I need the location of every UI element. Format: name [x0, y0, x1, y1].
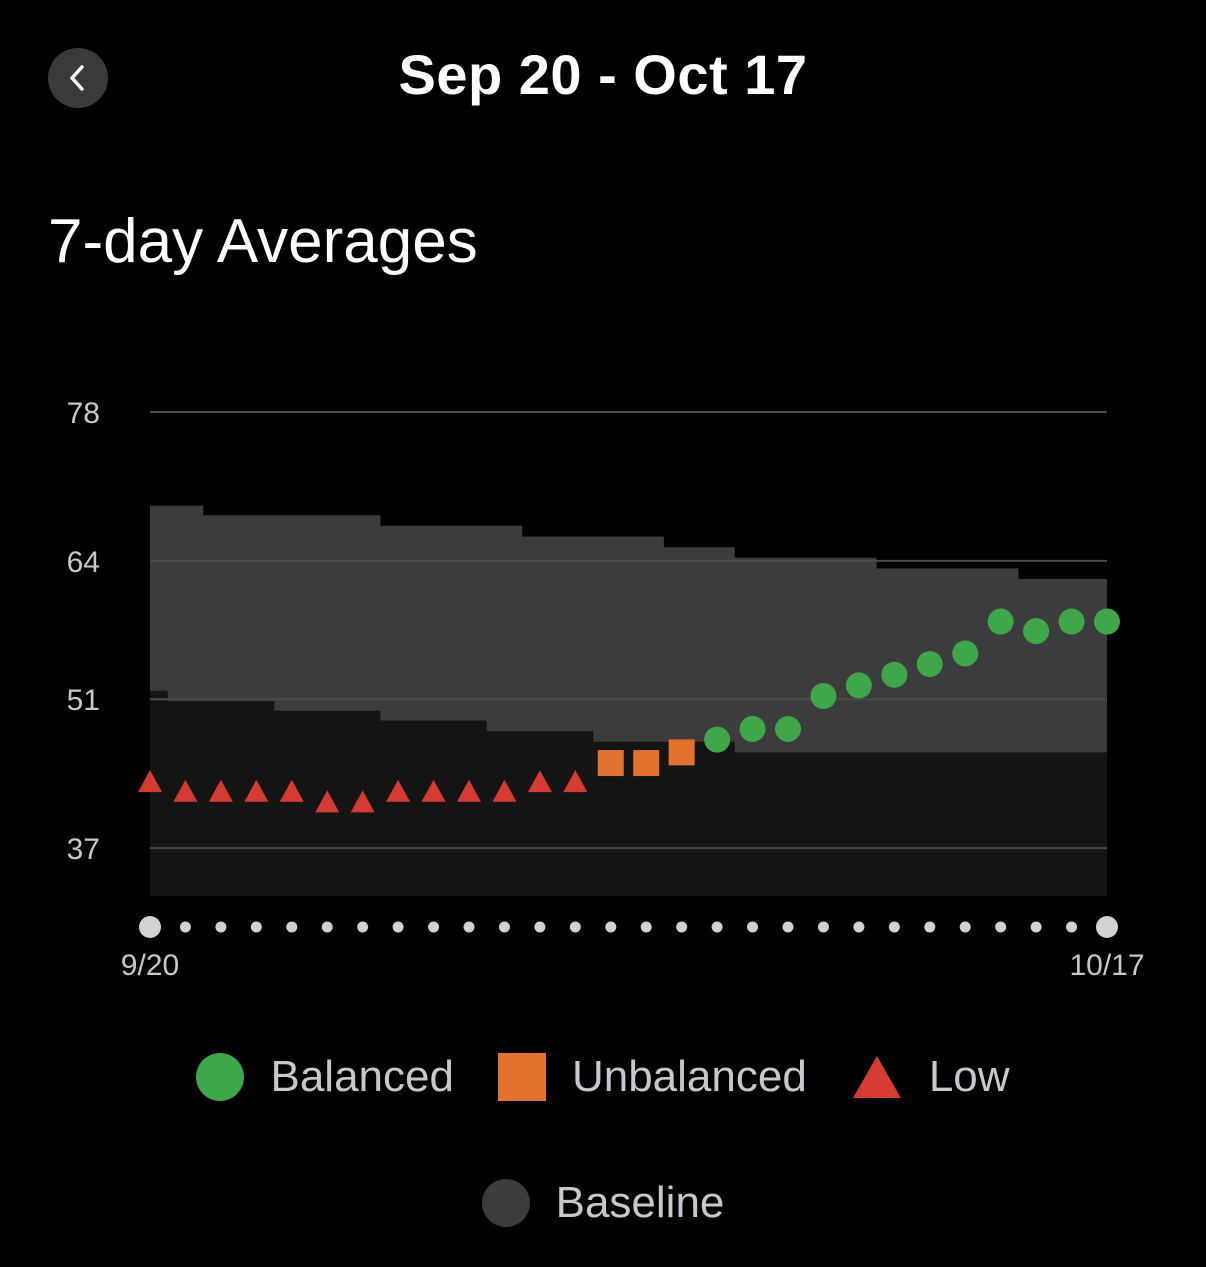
- low-point: [315, 790, 340, 813]
- low-point: [457, 779, 481, 802]
- date-dot: [640, 921, 652, 933]
- date-dot: [498, 921, 510, 933]
- low-point: [279, 779, 304, 802]
- date-dot: [995, 921, 1007, 933]
- legend-label-baseline: Baseline: [555, 1178, 725, 1227]
- date-dot: [534, 921, 546, 933]
- date-dot: [569, 921, 581, 933]
- back-button[interactable]: [48, 48, 108, 108]
- date-dot: [1096, 916, 1118, 938]
- date-dot: [924, 921, 936, 933]
- low-point: [563, 770, 588, 793]
- hrv-chart: 37 51 64 78 9/20 10/17: [67, 397, 1145, 982]
- legend-row-1: Balanced Unbalanced Low: [0, 1052, 1206, 1102]
- low-point: [421, 779, 446, 802]
- date-dot: [463, 921, 475, 933]
- balanced-point: [987, 608, 1014, 635]
- balanced-point: [810, 683, 837, 710]
- unbalanced-marker: [497, 1053, 546, 1101]
- baseline-marker: [481, 1179, 530, 1227]
- balanced-point: [1058, 608, 1085, 635]
- unbalanced-point: [633, 750, 660, 777]
- date-dot: [747, 921, 759, 933]
- legend-label-balanced: Balanced: [270, 1052, 454, 1101]
- balanced-point: [775, 715, 801, 742]
- x-end-label: 10/17: [1069, 949, 1144, 982]
- balanced-point: [845, 672, 872, 699]
- date-dot: [428, 921, 440, 933]
- balanced-point: [1094, 608, 1120, 635]
- date-dot: [782, 921, 794, 933]
- low-point: [350, 790, 375, 813]
- y-tick-label: 64: [67, 546, 100, 579]
- low-point: [386, 779, 411, 802]
- below-baseline-area: [150, 690, 1107, 896]
- low-point: [492, 779, 517, 802]
- low-point: [527, 770, 552, 793]
- balanced-point: [739, 715, 766, 742]
- page-title: Sep 20 - Oct 17: [398, 43, 808, 106]
- legend-label-unbalanced: Unbalanced: [571, 1052, 807, 1101]
- date-dot: [853, 921, 865, 933]
- unbalanced-point: [668, 739, 695, 766]
- low-point: [208, 779, 233, 802]
- date-dot: [179, 921, 191, 933]
- section-title: 7-day Averages: [48, 207, 478, 276]
- date-dot: [392, 921, 404, 933]
- legend-item-low: Low: [851, 1052, 1010, 1102]
- unbalanced-point: [597, 750, 624, 777]
- low-point: [244, 779, 269, 802]
- date-dot: [959, 921, 971, 933]
- y-tick-label: 37: [67, 833, 100, 866]
- date-dot: [711, 921, 723, 933]
- date-dot: [139, 916, 161, 938]
- y-tick-label: 51: [67, 684, 100, 717]
- date-dot: [817, 921, 829, 933]
- header: Sep 20 - Oct 17: [0, 0, 1206, 160]
- legend-item-unbalanced: Unbalanced: [497, 1052, 807, 1102]
- date-dot: [676, 921, 688, 933]
- low-marker: [852, 1056, 901, 1098]
- date-dot: [605, 921, 617, 933]
- date-dot: [1066, 921, 1078, 933]
- legend-row-2: Baseline: [0, 1178, 1206, 1228]
- legend-item-balanced: Balanced: [196, 1052, 454, 1102]
- date-dot: [286, 921, 298, 933]
- date-dot: [888, 921, 900, 933]
- date-dot: [250, 921, 262, 933]
- balanced-point: [916, 651, 943, 678]
- balanced-point: [881, 661, 908, 688]
- date-dot: [321, 921, 333, 933]
- date-dot: [215, 921, 227, 933]
- low-point: [173, 779, 198, 802]
- balanced-marker: [196, 1053, 245, 1101]
- legend-item-baseline: Baseline: [481, 1178, 725, 1228]
- low-point: [138, 770, 162, 793]
- chevron-left-icon: [70, 65, 84, 91]
- legend-label-low: Low: [928, 1052, 1010, 1101]
- balanced-point: [1023, 618, 1050, 645]
- balanced-point: [704, 726, 731, 753]
- x-start-label: 9/20: [121, 949, 179, 982]
- balanced-point: [952, 640, 979, 667]
- date-dot: [357, 921, 369, 933]
- date-dot: [1030, 921, 1042, 933]
- y-tick-label: 78: [67, 397, 100, 430]
